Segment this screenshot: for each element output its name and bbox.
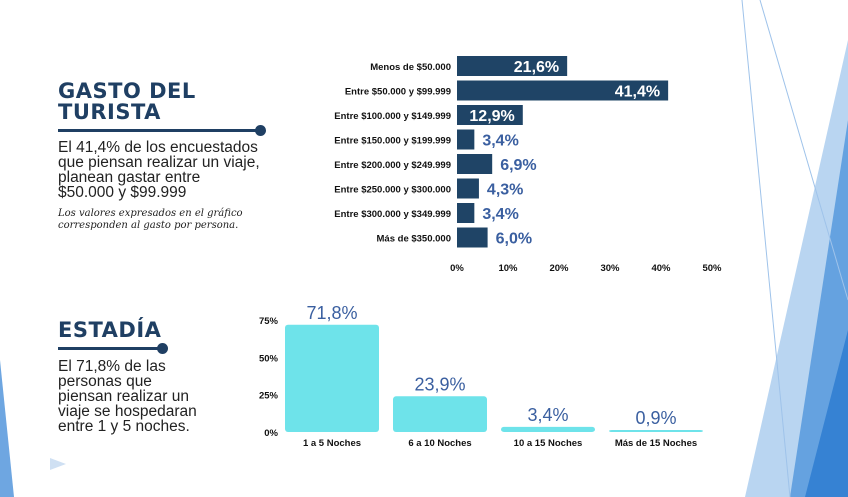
- category-label: Entre $300.000 y $349.999: [334, 209, 451, 220]
- estadia-description-line: personas que: [58, 373, 152, 390]
- category-label: Menos de $50.000: [370, 62, 451, 73]
- bar: [609, 430, 703, 432]
- bar: [457, 154, 493, 174]
- y-tick-label: 0%: [264, 428, 278, 439]
- category-label: Más de 15 Noches: [615, 438, 697, 449]
- decor-blue-right-strong: [805, 330, 848, 497]
- estadia-title-rule: [58, 347, 160, 350]
- gasto-note: Los valores expresados en el gráfico cor…: [58, 208, 243, 232]
- value-label: 3,4%: [482, 133, 518, 150]
- bar: [501, 426, 595, 432]
- decor-line-1: [741, 0, 791, 497]
- gasto-note-line: corresponden al gasto por persona.: [58, 220, 239, 231]
- value-label: 23,9%: [414, 374, 465, 394]
- bar: [457, 227, 488, 248]
- category-label: 1 a 5 Noches: [303, 438, 361, 449]
- value-label: 21,6%: [514, 59, 559, 76]
- value-label: 71,8%: [306, 303, 357, 323]
- bar: [457, 80, 669, 101]
- bar: [457, 178, 479, 199]
- gasto-description-line: $50.000 y $99.999: [58, 184, 187, 201]
- x-tick-label: 20%: [549, 263, 569, 274]
- category-label: 6 a 10 Noches: [408, 438, 471, 449]
- gasto-description-line: El 41,4% de los encuestados: [58, 139, 258, 156]
- gasto-title-rule: [58, 129, 258, 132]
- gasto-title-rule-dot: [255, 125, 266, 136]
- estadia-description-line: entre 1 y 5 noches.: [58, 418, 190, 435]
- x-tick-label: 40%: [651, 263, 671, 274]
- x-tick-label: 50%: [702, 263, 722, 274]
- category-label: Entre $250.000 y $300.000: [334, 185, 451, 196]
- category-label: Entre $50.000 y $99.999: [345, 87, 451, 98]
- category-label: 10 a 15 Noches: [514, 438, 583, 449]
- estadia-title: ESTADÍA: [58, 318, 162, 342]
- gasto-title-line1: GASTO DEL: [58, 79, 196, 103]
- x-tick-label: 30%: [600, 263, 620, 274]
- gasto-description-line: planean gastar entre: [58, 169, 201, 186]
- value-label: 3,4%: [482, 206, 518, 223]
- value-label: 6,0%: [496, 231, 532, 248]
- gasto-title-line2: TURISTA: [58, 100, 161, 124]
- value-label: 6,9%: [500, 157, 536, 174]
- gasto-description-line: que piensan realizar un viaje,: [58, 154, 260, 171]
- decor-arrow-left: [50, 458, 66, 470]
- value-label: 41,4%: [615, 84, 660, 101]
- bar: [457, 129, 475, 150]
- decor-line-2: [759, 0, 848, 301]
- gasto-description: El 41,4% de los encuestados que piensan …: [58, 139, 260, 201]
- value-label: 4,3%: [487, 182, 523, 199]
- category-label: Entre $150.000 y $199.999: [334, 136, 451, 147]
- decor-blue-left: [0, 360, 14, 497]
- y-tick-label: 75%: [259, 316, 279, 327]
- bar: [457, 56, 568, 76]
- value-label: 0,9%: [635, 408, 676, 428]
- bar: [457, 203, 475, 223]
- estadia-description-line: piensan realizar un: [58, 388, 189, 405]
- estadia-description: El 71,8% de las personas que piensan rea…: [58, 358, 197, 435]
- x-tick-label: 0%: [450, 263, 464, 274]
- stay-bar-chart: 0% 25% 50% 75% 71,8% 1 a 5 Noches 23,9% 6 a 10 …: [259, 303, 703, 449]
- y-tick-label: 25%: [259, 391, 279, 402]
- category-label: Entre $100.000 y $149.999: [334, 111, 451, 122]
- gasto-note-line: Los valores expresados en el gráfico: [58, 208, 243, 219]
- estadia-title-rule-dot: [157, 343, 168, 354]
- bar: [457, 105, 523, 125]
- value-label: 12,9%: [469, 108, 514, 125]
- bar: [393, 396, 487, 432]
- spending-bar-chart: Menos de $50.000 21,6% Entre $50.000 y $99…: [334, 56, 722, 274]
- category-label: Entre $200.000 y $249.999: [334, 160, 451, 171]
- category-label: Más de $350.000: [377, 234, 451, 245]
- y-tick-label: 50%: [259, 353, 279, 364]
- estadia-description-line: El 71,8% de las: [58, 358, 166, 375]
- x-tick-label: 10%: [498, 263, 518, 274]
- bar: [285, 324, 379, 432]
- value-label: 3,4%: [527, 405, 568, 425]
- estadia-description-line: viaje se hospedaran: [58, 403, 197, 420]
